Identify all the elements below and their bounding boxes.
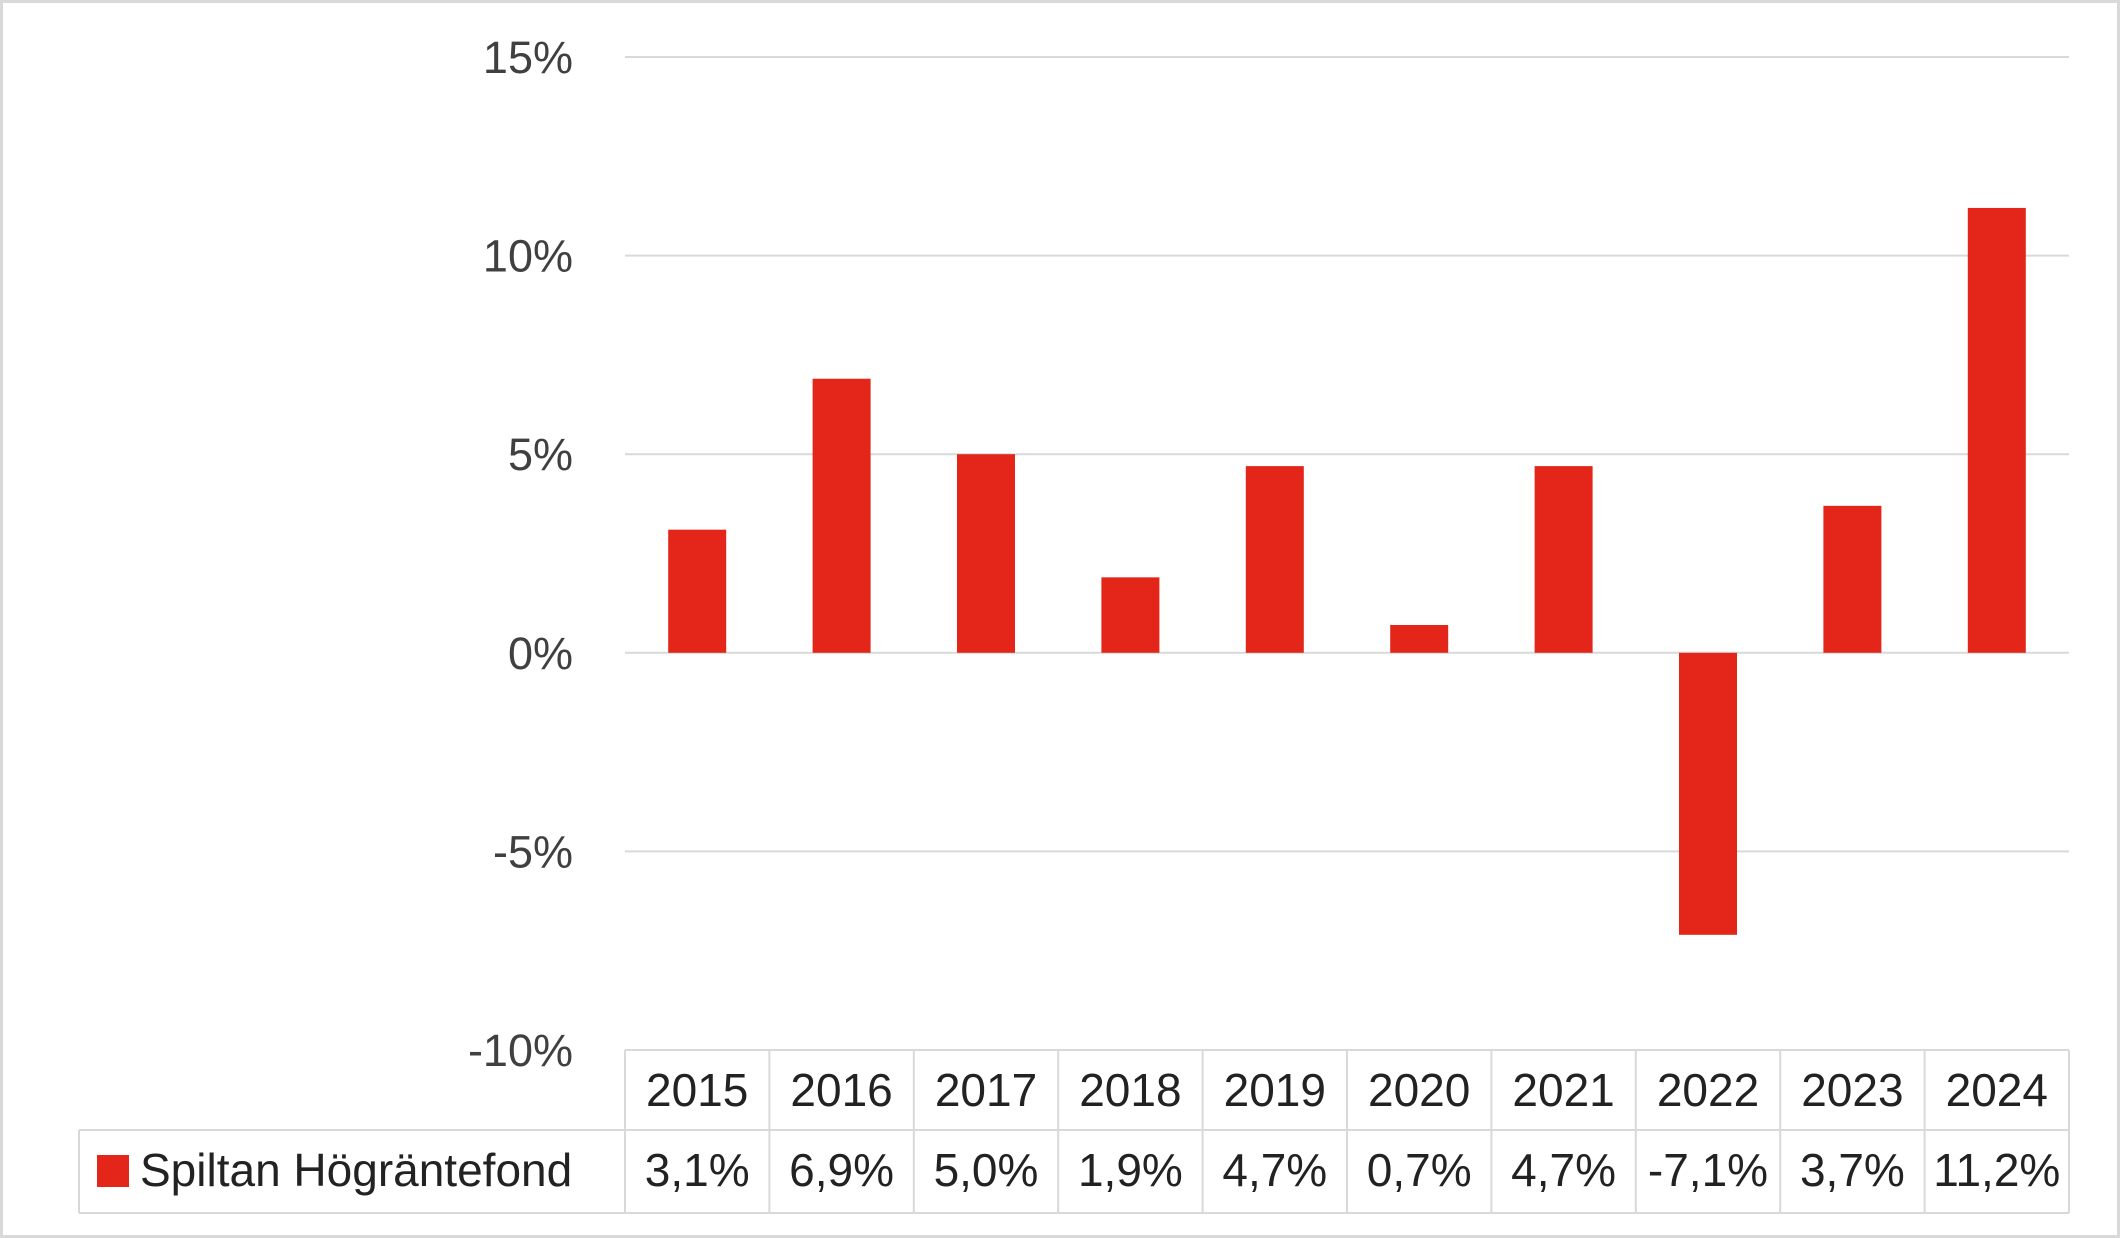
y-tick-label: 10% bbox=[483, 231, 573, 282]
data-table: Spiltan Högräntefond 2015 3,1% 2016 6,9% 201… bbox=[78, 1049, 2070, 1214]
data-label: 5,0% bbox=[934, 1144, 1039, 1196]
bars bbox=[668, 207, 2026, 935]
data-label: 3,7% bbox=[1800, 1144, 1905, 1196]
x-tick-label: 2018 bbox=[1079, 1064, 1181, 1116]
data-label: 11,2% bbox=[1933, 1144, 2060, 1196]
y-tick-label: 15% bbox=[483, 32, 573, 83]
x-tick-label: 2022 bbox=[1657, 1064, 1759, 1116]
x-tick-label: 2024 bbox=[1946, 1064, 2048, 1116]
bar bbox=[957, 454, 1015, 653]
bar bbox=[1679, 652, 1737, 935]
x-tick-label: 2019 bbox=[1224, 1064, 1326, 1116]
data-label: 0,7% bbox=[1367, 1144, 1472, 1196]
y-tick-label: 0% bbox=[508, 628, 573, 679]
bar bbox=[1534, 466, 1593, 653]
y-tick-label: -10% bbox=[468, 1025, 573, 1076]
data-label: 3,1% bbox=[645, 1144, 750, 1196]
bar bbox=[1390, 624, 1449, 653]
bar bbox=[668, 529, 727, 653]
bar bbox=[1101, 577, 1160, 653]
data-label: 1,9% bbox=[1078, 1144, 1183, 1196]
x-tick-label: 2021 bbox=[1512, 1064, 1614, 1116]
x-tick-label: 2016 bbox=[790, 1064, 892, 1116]
bar bbox=[812, 378, 871, 653]
bar bbox=[1967, 207, 2026, 653]
x-tick-label: 2023 bbox=[1801, 1064, 1903, 1116]
data-label: 4,7% bbox=[1222, 1144, 1327, 1196]
x-tick-label: 2017 bbox=[935, 1064, 1037, 1116]
x-tick-label: 2015 bbox=[646, 1064, 748, 1116]
data-label: -7,1% bbox=[1648, 1144, 1768, 1196]
x-tick-label: 2020 bbox=[1368, 1064, 1470, 1116]
y-tick-label: 5% bbox=[508, 429, 573, 480]
y-tick-label: -5% bbox=[493, 826, 573, 877]
bar bbox=[1823, 505, 1882, 653]
y-axis-ticks: 15% 10% 5% 0% -5% -10% bbox=[468, 32, 573, 1076]
legend-swatch bbox=[97, 1155, 129, 1187]
legend-series-name: Spiltan Högräntefond bbox=[140, 1144, 572, 1196]
bar bbox=[1245, 466, 1304, 653]
data-label: 6,9% bbox=[789, 1144, 894, 1196]
data-label: 4,7% bbox=[1511, 1144, 1616, 1196]
